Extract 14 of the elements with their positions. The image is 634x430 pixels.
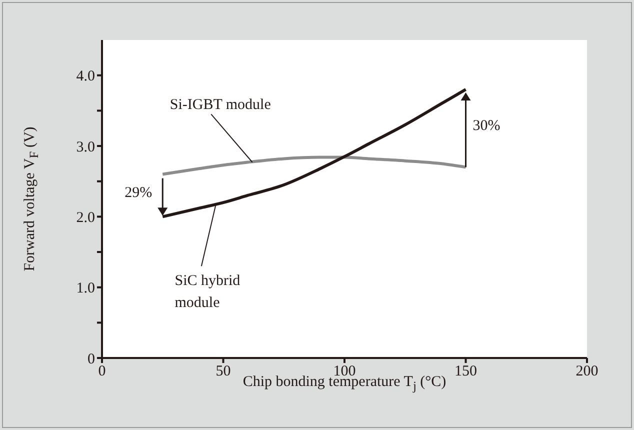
- y-tick-label: 2.0: [76, 210, 95, 226]
- x-tick-label: 150: [454, 364, 477, 380]
- y-tick-label: 4.0: [76, 68, 95, 85]
- x-tick-label: 200: [576, 364, 598, 380]
- x-tick-label: 50: [216, 364, 231, 380]
- x-tick-label: 0: [98, 364, 106, 380]
- line-series: [161, 156, 468, 176]
- annotation: 30%: [472, 118, 500, 136]
- annotation: 29%: [124, 185, 152, 202]
- y-tick-label: 3.0: [76, 139, 95, 156]
- y-tick-label: 0: [88, 351, 95, 368]
- y-tick-label: 1.0: [76, 280, 95, 297]
- text: SiC hybrid module: [174, 272, 242, 314]
- text: Si-IGBT module: [170, 96, 272, 115]
